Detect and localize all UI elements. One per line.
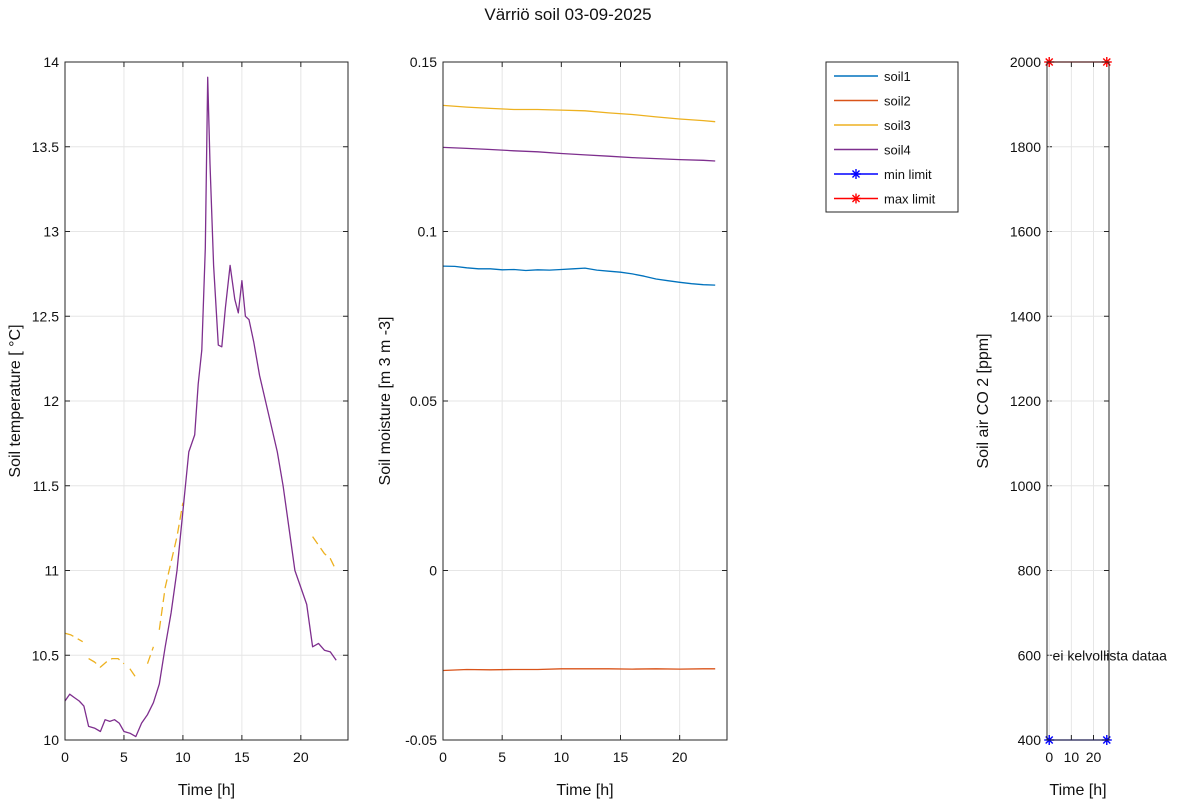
y-tick-label: 2000 bbox=[1010, 54, 1041, 70]
x-tick-label: 15 bbox=[613, 749, 629, 765]
series-line-soil3 bbox=[442, 104, 716, 123]
series-line-soil3 bbox=[129, 668, 137, 678]
series-soil4 bbox=[64, 76, 337, 738]
legend-entry-min-limit: min limit bbox=[834, 167, 932, 182]
legend: soil1 soil2 soil3 soil4 min limit max limit bbox=[825, 61, 959, 213]
figure-title: Värriö soil 03-09-2025 bbox=[484, 5, 651, 24]
series-line-soil1 bbox=[442, 265, 716, 286]
legend-marker bbox=[851, 169, 861, 179]
series-line-soil3 bbox=[88, 657, 125, 668]
x-tick-label: 15 bbox=[234, 749, 250, 765]
series-line-soil3 bbox=[158, 502, 184, 630]
series-line-soil4 bbox=[64, 76, 337, 738]
y-axis-label: Soil moisture [m 3 m -3] bbox=[377, 317, 394, 486]
legend-marker bbox=[851, 193, 861, 204]
x-tick-label: 10 bbox=[1064, 749, 1080, 765]
series-soil1 bbox=[442, 265, 716, 286]
y-tick-label: 14 bbox=[43, 54, 59, 70]
series-line-soil3 bbox=[146, 646, 155, 664]
x-tick-label: 5 bbox=[498, 749, 506, 765]
no-data-annotation: ei kelvollista dataa bbox=[1053, 647, 1168, 663]
y-tick-label: 1400 bbox=[1010, 308, 1041, 324]
series-soil2 bbox=[442, 668, 716, 672]
legend-entry-max-limit: max limit bbox=[834, 192, 936, 207]
y-tick-label: 1000 bbox=[1010, 478, 1041, 494]
x-tick-label: 20 bbox=[1086, 749, 1102, 765]
series-soil4 bbox=[442, 146, 716, 162]
x-tick-label: 10 bbox=[175, 749, 191, 765]
legend-label: soil2 bbox=[884, 94, 911, 109]
y-tick-label: 400 bbox=[1018, 732, 1042, 748]
legend-label: max limit bbox=[884, 192, 936, 207]
legend-box bbox=[825, 61, 959, 213]
x-axis-label: Time [h] bbox=[178, 782, 235, 799]
y-tick-label: 600 bbox=[1018, 647, 1042, 663]
x-tick-label: 0 bbox=[61, 749, 69, 765]
x-tick-label: 5 bbox=[120, 749, 128, 765]
series-soil3 bbox=[442, 104, 716, 123]
legend-label: soil1 bbox=[884, 69, 911, 84]
legend-entry-soil2: soil2 bbox=[834, 94, 911, 109]
x-axis-label: Time [h] bbox=[1049, 782, 1106, 799]
legend-label: soil4 bbox=[884, 143, 911, 158]
y-tick-label: 0.05 bbox=[410, 393, 437, 409]
axes-frame bbox=[1046, 61, 1110, 741]
legend-entry-soil3: soil3 bbox=[834, 118, 911, 133]
x-tick-label: 20 bbox=[672, 749, 688, 765]
series-line-soil3 bbox=[312, 536, 337, 571]
x-tick-label: 20 bbox=[293, 749, 309, 765]
x-tick-label: 0 bbox=[439, 749, 447, 765]
y-tick-label: 0 bbox=[429, 563, 437, 579]
series-soil3 bbox=[64, 502, 337, 678]
y-tick-label: 0.15 bbox=[410, 54, 437, 70]
legend-label: soil3 bbox=[884, 118, 911, 133]
y-axis-label: Soil air CO 2 [ppm] bbox=[975, 333, 992, 468]
x-tick-label: 10 bbox=[554, 749, 570, 765]
x-axis-label: Time [h] bbox=[556, 782, 613, 799]
y-tick-label: -0.05 bbox=[405, 732, 437, 748]
y-tick-label: 1800 bbox=[1010, 139, 1041, 155]
axes-frame bbox=[64, 61, 349, 741]
y-tick-label: 10.5 bbox=[32, 647, 59, 663]
series-line-soil3 bbox=[64, 632, 84, 643]
series-line-soil2 bbox=[442, 668, 716, 672]
y-tick-label: 13.5 bbox=[32, 139, 59, 155]
y-tick-label: 10 bbox=[43, 732, 59, 748]
y-tick-label: 1600 bbox=[1010, 224, 1041, 240]
x-tick-label: 0 bbox=[1045, 749, 1053, 765]
y-tick-label: 12.5 bbox=[32, 308, 59, 324]
axes-frame bbox=[442, 61, 728, 741]
y-tick-label: 0.1 bbox=[418, 224, 438, 240]
legend-entry-soil1: soil1 bbox=[834, 69, 911, 84]
series-line-soil4 bbox=[442, 146, 716, 162]
y-tick-label: 11 bbox=[44, 563, 59, 579]
co2-panel: 400 600 800 1000 1200 1400 1600 1800 2000 0 10 20 Ti… bbox=[975, 54, 1167, 799]
legend-label: min limit bbox=[884, 167, 932, 182]
y-tick-label: 1200 bbox=[1010, 393, 1041, 409]
legend-entry-soil4: soil4 bbox=[834, 143, 911, 158]
y-tick-label: 12 bbox=[43, 393, 59, 409]
y-axis-label: Soil temperature [ °C] bbox=[7, 324, 24, 477]
y-tick-label: 800 bbox=[1018, 563, 1042, 579]
temperature-panel: 10 10.5 11 11.5 12 12.5 13 13.5 14 0 5 10 15 20 Time [… bbox=[7, 54, 349, 799]
y-tick-label: 11.5 bbox=[33, 478, 59, 494]
y-tick-label: 13 bbox=[43, 224, 59, 240]
